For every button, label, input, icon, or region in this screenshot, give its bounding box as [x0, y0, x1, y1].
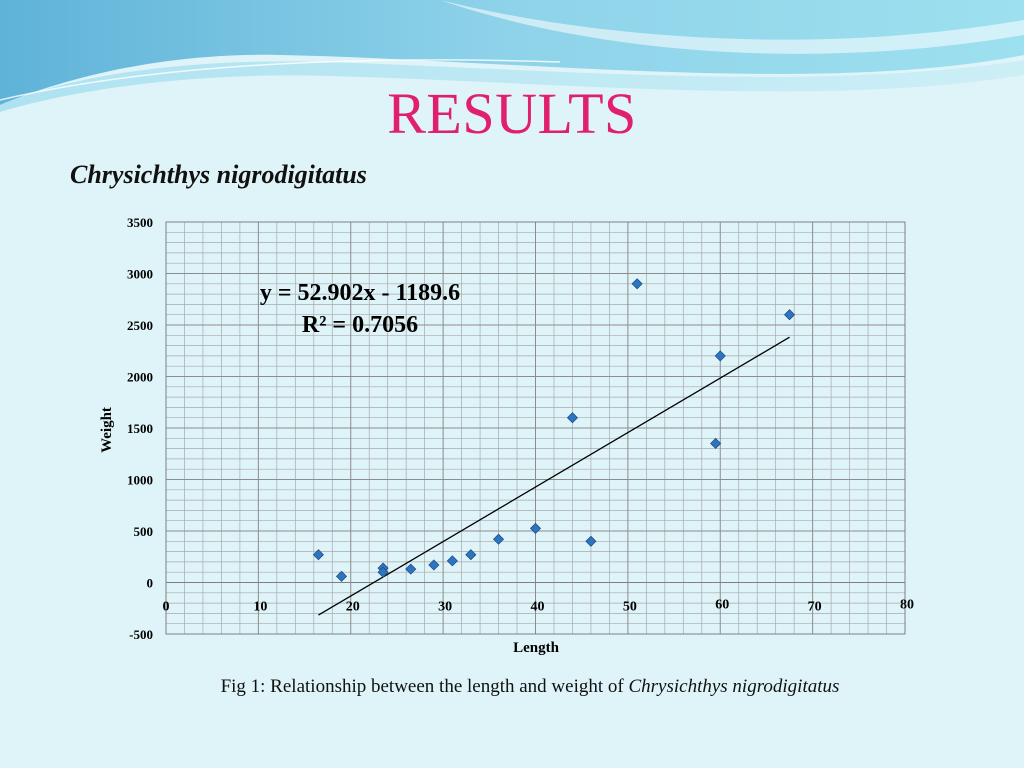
y-tick-label: 0 — [147, 576, 154, 591]
trend-equation: y = 52.902x - 1189.6 — [260, 280, 460, 306]
y-tick-label: 500 — [134, 524, 154, 539]
data-point — [783, 309, 796, 321]
y-tick-label: 1000 — [127, 473, 153, 488]
figure-caption: Fig 1: Relationship between the length a… — [0, 676, 1024, 698]
data-point — [335, 570, 348, 582]
data-point — [377, 566, 389, 578]
r-squared: R² = 0.7056 — [302, 312, 418, 338]
x-tick-label: 80 — [900, 598, 914, 613]
trendline — [318, 336, 790, 616]
x-axis-label: Length — [513, 640, 560, 656]
y-tick-labels: 3500 3000 2500 2000 1500 1000 500 0 -500 — [127, 215, 153, 642]
data-point — [312, 549, 324, 561]
data-point — [631, 278, 643, 290]
data-point — [714, 350, 726, 362]
data-point — [446, 555, 458, 567]
data-point — [428, 559, 440, 571]
data-points — [312, 278, 796, 582]
header-wave-decoration — [0, 0, 1024, 112]
y-tick-label: 3000 — [127, 267, 153, 282]
x-tick-label: 70 — [808, 600, 822, 615]
x-tick-label: 0 — [163, 600, 170, 615]
y-tick-label: -500 — [129, 627, 153, 642]
x-tick-label: 30 — [438, 600, 452, 615]
y-tick-label: 2000 — [127, 370, 153, 385]
y-tick-label: 2500 — [127, 318, 153, 333]
x-tick-label: 20 — [346, 600, 360, 615]
plot-frame — [165, 221, 906, 635]
y-tick-label: 1500 — [127, 421, 153, 436]
data-point — [492, 533, 505, 545]
y-tick-label: 3500 — [127, 215, 153, 230]
caption-text: Fig 1: Relationship between the length a… — [220, 676, 629, 697]
data-point — [529, 522, 542, 534]
x-tick-label: 60 — [715, 598, 729, 613]
slide-subtitle: Chrysichthys nigrodigitatus — [70, 160, 367, 189]
data-point — [710, 437, 722, 450]
data-point — [585, 535, 597, 547]
y-axis-label: Weight — [99, 407, 115, 453]
data-point — [465, 549, 477, 561]
data-point — [405, 563, 417, 575]
x-tick-labels: 0 10 20 30 40 50 60 70 80 — [163, 598, 915, 615]
data-point — [566, 412, 579, 424]
x-tick-label: 10 — [253, 600, 267, 615]
x-tick-label: 50 — [623, 600, 637, 615]
slide-title: RESULTS — [387, 81, 637, 146]
x-tick-label: 40 — [531, 600, 545, 615]
caption-species: Chrysichthys nigrodigitatus — [628, 676, 840, 697]
